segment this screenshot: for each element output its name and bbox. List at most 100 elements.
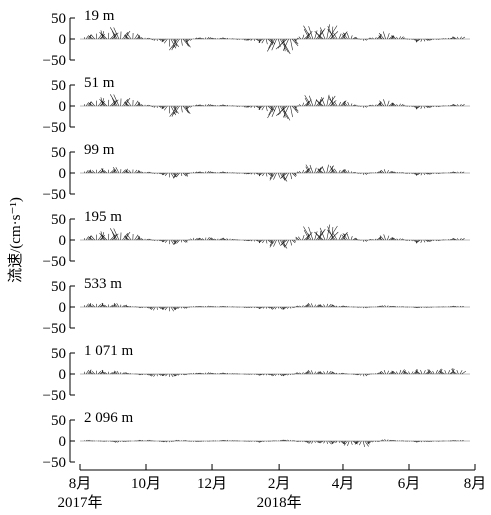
current-stick: [123, 304, 127, 308]
current-stick: [158, 239, 161, 242]
current-stick: [327, 226, 334, 241]
current-stick: [364, 105, 367, 108]
current-stick: [102, 101, 108, 107]
current-stick: [420, 440, 423, 443]
current-stick: [452, 104, 456, 107]
y-tick-label: 0: [59, 166, 67, 182]
current-stick: [400, 103, 404, 107]
current-stick: [149, 440, 151, 442]
current-stick: [387, 100, 390, 107]
current-stick: [340, 305, 343, 308]
depth-label: 1 071 m: [84, 343, 134, 359]
current-stick: [345, 305, 348, 308]
current-stick: [196, 104, 200, 107]
current-stick: [125, 372, 127, 375]
current-stick: [124, 101, 130, 107]
current-stick: [420, 38, 423, 42]
current-stick: [265, 105, 268, 112]
current-stick: [267, 38, 276, 52]
current-stick: [400, 369, 405, 375]
current-stick: [303, 29, 310, 40]
current-stick: [388, 371, 393, 375]
current-stick: [295, 38, 297, 44]
current-stick: [245, 105, 248, 108]
current-stick: [433, 172, 435, 174]
current-stick: [186, 172, 189, 175]
current-stick: [352, 36, 356, 40]
current-stick: [202, 306, 204, 308]
current-stick: [186, 105, 191, 109]
current-stick: [391, 102, 395, 107]
current-stick: [267, 172, 272, 177]
current-stick: [298, 104, 301, 107]
current-stick: [231, 238, 234, 241]
current-stick: [449, 239, 452, 241]
current-stick: [223, 372, 225, 375]
current-stick: [305, 164, 312, 174]
current-stick: [170, 306, 174, 312]
current-stick: [89, 304, 94, 308]
current-stick: [387, 305, 389, 308]
current-stick: [302, 234, 305, 241]
current-stick: [302, 34, 305, 40]
current-stick: [274, 373, 277, 376]
current-stick: [369, 104, 372, 107]
current-stick: [413, 105, 416, 108]
current-stick: [331, 304, 334, 308]
current-stick: [170, 105, 177, 116]
current-stick: [366, 239, 369, 241]
current-stick: [284, 439, 288, 442]
current-stick: [138, 373, 140, 376]
current-stick: [299, 305, 301, 308]
current-stick: [280, 172, 288, 179]
current-stick: [269, 172, 276, 181]
current-stick: [317, 28, 326, 40]
current-stick: [295, 236, 300, 241]
current-stick: [113, 440, 115, 442]
year-label: 2018年: [257, 494, 302, 511]
current-stick: [307, 302, 312, 308]
current-stick: [102, 34, 108, 40]
y-tick-label: 50: [51, 279, 66, 295]
current-stick: [423, 105, 426, 109]
current-stick: [226, 372, 229, 375]
current-stick: [402, 37, 405, 40]
current-stick: [271, 239, 273, 244]
current-stick: [153, 373, 156, 377]
current-stick: [323, 371, 326, 375]
current-stick: [417, 38, 421, 42]
current-stick: [123, 372, 127, 375]
current-stick: [92, 304, 95, 308]
current-stick: [196, 306, 199, 308]
current-stick: [141, 306, 144, 309]
current-stick: [433, 105, 435, 108]
current-stick: [437, 239, 440, 242]
current-stick: [390, 306, 393, 308]
current-stick: [457, 238, 459, 241]
current-stick: [258, 38, 261, 43]
current-stick: [198, 373, 200, 375]
current-stick: [433, 239, 435, 242]
current-stick: [248, 306, 251, 308]
current-stick: [138, 170, 141, 174]
panels-group: 50 0 −50 19 m 50 0 −50 51 m 50 0 −50 99 m 50 0 −50 195 …: [43, 8, 470, 471]
current-stick: [423, 172, 426, 176]
current-stick: [212, 104, 215, 107]
y-tick-label: −50: [43, 53, 66, 69]
current-stick: [392, 439, 395, 442]
current-stick: [195, 306, 197, 308]
current-stick: [208, 37, 212, 40]
current-stick: [461, 104, 465, 107]
current-stick: [360, 38, 362, 40]
current-stick: [392, 171, 395, 174]
current-stick: [101, 370, 104, 375]
current-stick: [287, 306, 289, 309]
current-stick: [148, 171, 151, 174]
current-stick: [378, 35, 383, 40]
current-stick: [247, 38, 250, 41]
current-stick: [415, 38, 419, 43]
current-stick: [113, 371, 116, 375]
current-stick: [317, 168, 322, 174]
current-stick: [219, 171, 222, 174]
